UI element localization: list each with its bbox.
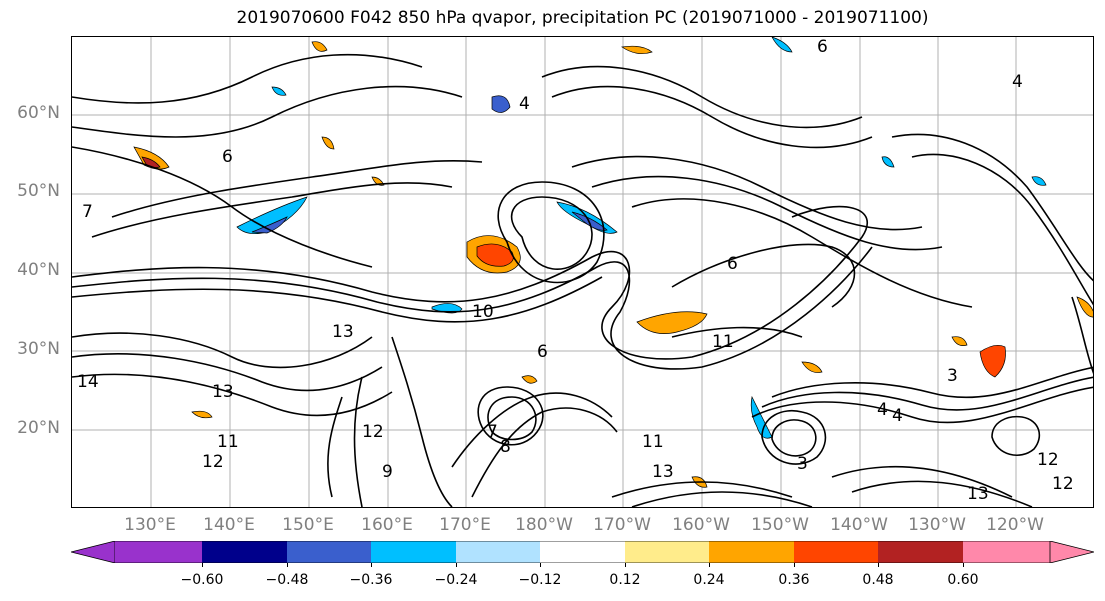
colorbar-tick-label: −0.60 (180, 572, 224, 588)
lon-label-180w: 180°W (515, 515, 573, 535)
map-svg: 4 6 6 4 7 6 10 11 13 13 14 12 11 12 7 8 … (72, 37, 1093, 507)
colorbar-segment (456, 541, 540, 563)
colorbar-tick-label: −0.48 (265, 572, 309, 588)
colorbar-tick-label: 0.60 (947, 572, 979, 588)
contour-label: 3 (797, 454, 808, 474)
contour-label: 6 (817, 37, 828, 57)
lat-label-30n: 30°N (17, 339, 60, 359)
lon-label-140e: 140°E (203, 515, 255, 535)
colorbar-segment (71, 541, 116, 563)
colorbar-segment (709, 541, 794, 563)
precipitation-shading (133, 37, 1093, 488)
colorbar-tick-label: 0.48 (862, 572, 894, 588)
colorbar-segment (115, 541, 202, 563)
contour-label: 6 (537, 342, 548, 362)
lat-label-50n: 50°N (17, 181, 60, 201)
lon-label-130e: 130°E (124, 515, 176, 535)
colorbar-tick-label: −0.12 (518, 572, 562, 588)
contour-label: 11 (712, 332, 734, 352)
colorbar-tickmark (540, 563, 541, 567)
contour-label: 9 (382, 462, 393, 482)
contour-label: 4 (877, 400, 888, 420)
lon-label-160e: 160°E (361, 515, 413, 535)
lon-label-130w: 130°W (908, 515, 966, 535)
contour-label: 11 (642, 432, 664, 452)
colorbar-tick-label: 0.24 (693, 572, 725, 588)
colorbar-segment (371, 541, 456, 563)
contour-label: 4 (519, 94, 530, 114)
contour-label: 12 (202, 452, 224, 472)
lon-label-170e: 170°E (439, 515, 491, 535)
colorbar-segment (1049, 541, 1094, 563)
lon-label-170w: 170°W (593, 515, 651, 535)
colorbar-tick-label: 0.36 (778, 572, 810, 588)
contour-label: 6 (222, 147, 233, 167)
contour-label: 13 (967, 484, 989, 504)
contour-label: 7 (82, 202, 93, 222)
colorbar-tick-label: 0.12 (609, 572, 641, 588)
contour-labels: 4 6 6 4 7 6 10 11 13 13 14 12 11 12 7 8 … (77, 37, 1074, 504)
qvapor-contours (72, 53, 1093, 507)
colorbar-tick-label: −0.36 (349, 572, 393, 588)
contour-label: 13 (212, 382, 234, 402)
lat-label-20n: 20°N (17, 418, 60, 438)
lat-label-40n: 40°N (17, 260, 60, 280)
contour-label: 10 (472, 302, 494, 322)
colorbar-segment (202, 541, 287, 563)
colorbar-segment (878, 541, 963, 563)
colorbar-tickmark (878, 563, 879, 567)
lon-label-150w: 150°W (751, 515, 809, 535)
lon-label-140w: 140°W (830, 515, 888, 535)
contour-label: 12 (1052, 474, 1074, 494)
contour-label: 7 (487, 422, 498, 442)
colorbar-segment (287, 541, 371, 563)
contour-label: 4 (1012, 72, 1023, 92)
contour-label: 11 (217, 432, 239, 452)
contour-label: 12 (362, 422, 384, 442)
contour-label: 13 (652, 462, 674, 482)
colorbar-tickmark (963, 563, 964, 567)
colorbar-tickmark (287, 563, 288, 567)
colorbar-tickmark (625, 563, 626, 567)
gridlines (72, 37, 1093, 507)
colorbar-tick-label: −0.24 (434, 572, 478, 588)
colorbar-tickmark (709, 563, 710, 567)
colorbar-segment (540, 541, 625, 563)
contour-label: 14 (77, 372, 99, 392)
map-panel: 4 6 6 4 7 6 10 11 13 13 14 12 11 12 7 8 … (71, 36, 1094, 508)
colorbar-tickmark (456, 563, 457, 567)
chart-title: 2019070600 F042 850 hPa qvapor, precipit… (236, 8, 929, 28)
contour-label: 13 (332, 322, 354, 342)
colorbar-segment (625, 541, 709, 563)
contour-label: 3 (947, 366, 958, 386)
contour-label: 6 (727, 254, 738, 274)
contour-label: 12 (1037, 450, 1059, 470)
lat-label-60n: 60°N (17, 103, 60, 123)
colorbar-segment (963, 541, 1050, 563)
contour-label: 8 (500, 437, 511, 457)
colorbar-tickmark (794, 563, 795, 567)
contour-label: 4 (892, 406, 903, 426)
lon-label-150e: 150°E (282, 515, 334, 535)
colorbar-tickmark (371, 563, 372, 567)
lon-label-160w: 160°W (672, 515, 730, 535)
lon-label-120w: 120°W (986, 515, 1044, 535)
colorbar-segment (794, 541, 878, 563)
colorbar (71, 541, 1094, 563)
colorbar-tickmark (202, 563, 203, 567)
